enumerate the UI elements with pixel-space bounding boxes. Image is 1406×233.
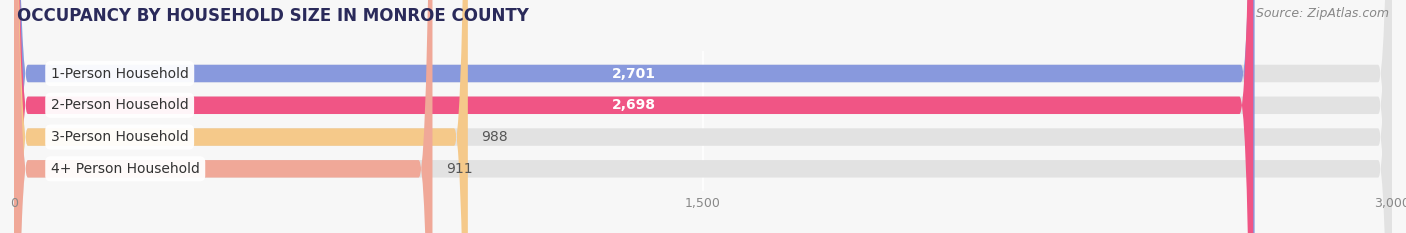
- Text: 2-Person Household: 2-Person Household: [51, 98, 188, 112]
- FancyBboxPatch shape: [14, 0, 1253, 233]
- Text: 4+ Person Household: 4+ Person Household: [51, 162, 200, 176]
- Text: Source: ZipAtlas.com: Source: ZipAtlas.com: [1256, 7, 1389, 20]
- FancyBboxPatch shape: [14, 0, 1392, 233]
- Text: OCCUPANCY BY HOUSEHOLD SIZE IN MONROE COUNTY: OCCUPANCY BY HOUSEHOLD SIZE IN MONROE CO…: [17, 7, 529, 25]
- FancyBboxPatch shape: [14, 0, 468, 233]
- Text: 3-Person Household: 3-Person Household: [51, 130, 188, 144]
- FancyBboxPatch shape: [14, 0, 1392, 233]
- FancyBboxPatch shape: [14, 0, 1392, 233]
- Text: 1-Person Household: 1-Person Household: [51, 66, 188, 80]
- Text: 2,701: 2,701: [613, 66, 657, 80]
- FancyBboxPatch shape: [14, 0, 1392, 233]
- Text: 911: 911: [446, 162, 472, 176]
- Text: 988: 988: [482, 130, 508, 144]
- Text: 2,698: 2,698: [612, 98, 655, 112]
- FancyBboxPatch shape: [14, 0, 433, 233]
- FancyBboxPatch shape: [14, 0, 1254, 233]
